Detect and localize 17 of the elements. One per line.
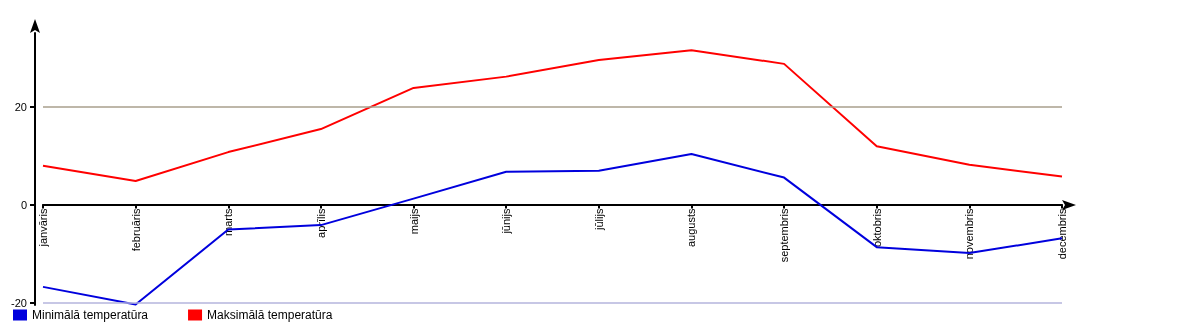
x-tick-label: marts — [222, 208, 235, 237]
x-tick-label: augusts — [685, 208, 698, 248]
x-tick-label: jūlijs — [592, 208, 605, 231]
y-tick-label: 20 — [14, 100, 27, 113]
x-tick-label: oktobris — [870, 208, 883, 248]
x-tick-label: novembris — [963, 208, 976, 260]
x-tick-label: decembris — [1056, 208, 1068, 260]
legend-label: Minimālā temperatūra — [32, 308, 149, 322]
x-tick-label: septembris — [778, 208, 791, 263]
x-tick-label: februāris — [129, 208, 142, 252]
y-tick-label: 0 — [20, 198, 27, 211]
x-tick-label: janvāris — [37, 208, 49, 248]
x-tick-label: jūnijs — [500, 208, 513, 235]
y-tick-label: -20 — [11, 296, 27, 309]
legend-label: Maksimālā temperatūra — [207, 308, 333, 322]
x-tick-label: maijs — [407, 208, 420, 235]
line-series — [42, 49, 1063, 183]
